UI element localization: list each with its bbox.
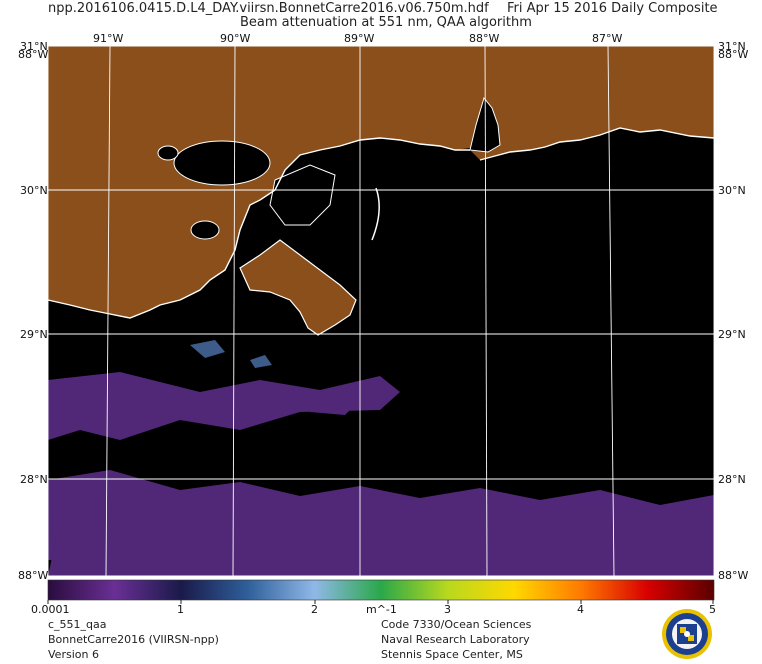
graticule [47, 45, 715, 577]
lon-label-89: 89°W [344, 32, 374, 45]
colorbar-tick-5: 5 [709, 603, 716, 616]
lat-label-30-left: 30°N [20, 184, 48, 197]
org-name: Naval Research Laboratory [381, 633, 530, 646]
product-code: c_551_qaa [48, 618, 107, 631]
colorbar-tick-1: 1 [177, 603, 184, 616]
corner-label-tr: 88°W [718, 48, 748, 61]
map-land [48, 46, 714, 318]
lon-label-87: 87°W [592, 32, 622, 45]
composite-date: Fri Apr 15 2016 Daily Composite [507, 1, 718, 16]
colorbar-tick-min: 0.0001 [31, 603, 70, 616]
org-location: Stennis Space Center, MS [381, 648, 523, 661]
colorbar [47, 579, 715, 601]
lat-label-31-left: 31°N [20, 40, 48, 53]
lake-borgne [269, 164, 336, 226]
lat-label-28-right: 28°N [718, 473, 746, 486]
lake-salvador [190, 220, 220, 240]
lat-label-29-left: 29°N [20, 328, 48, 341]
footer-left: c_551_qaa BonnetCarre2016 (VIIRSN-npp) V… [48, 617, 219, 662]
product-title: Beam attenuation at 551 nm, QAA algorith… [240, 15, 532, 30]
corner-label-br: 88°W [718, 569, 748, 582]
corner-label-bl: 88°W [18, 569, 48, 582]
coastline [47, 127, 715, 319]
colorbar-units: m^-1 [366, 603, 397, 616]
map-turbid-patch [190, 340, 272, 368]
file-name: npp.2016106.0415.D.L4_DAY.viirsn.BonnetC… [48, 1, 489, 16]
colorbar-tick-4: 4 [577, 603, 584, 616]
corner-label-tl: 88°W [18, 48, 48, 61]
version-label: Version 6 [48, 648, 99, 661]
nrl-seal-icon [662, 609, 712, 659]
map-delta [239, 239, 357, 336]
map-signal-patches [48, 372, 714, 576]
lat-label-31-right: 31°N [718, 40, 746, 53]
lake-maurepas [157, 145, 179, 161]
lat-label-30-right: 30°N [718, 184, 746, 197]
lon-label-88: 88°W [469, 32, 499, 45]
chandeleur-islands [371, 187, 380, 241]
footer-right: Code 7330/Ocean Sciences Naval Research … [381, 617, 531, 662]
lon-label-91: 91°W [93, 32, 123, 45]
colorbar-ticks [47, 600, 714, 604]
region-sensor: BonnetCarre2016 (VIIRSN-npp) [48, 633, 219, 646]
colorbar-tick-3: 3 [444, 603, 451, 616]
lat-label-29-right: 29°N [718, 328, 746, 341]
lake-pontchartrain [173, 140, 271, 186]
lon-label-90: 90°W [220, 32, 250, 45]
lat-label-28-left: 28°N [20, 473, 48, 486]
org-code: Code 7330/Ocean Sciences [381, 618, 532, 631]
colorbar-tick-2: 2 [311, 603, 318, 616]
